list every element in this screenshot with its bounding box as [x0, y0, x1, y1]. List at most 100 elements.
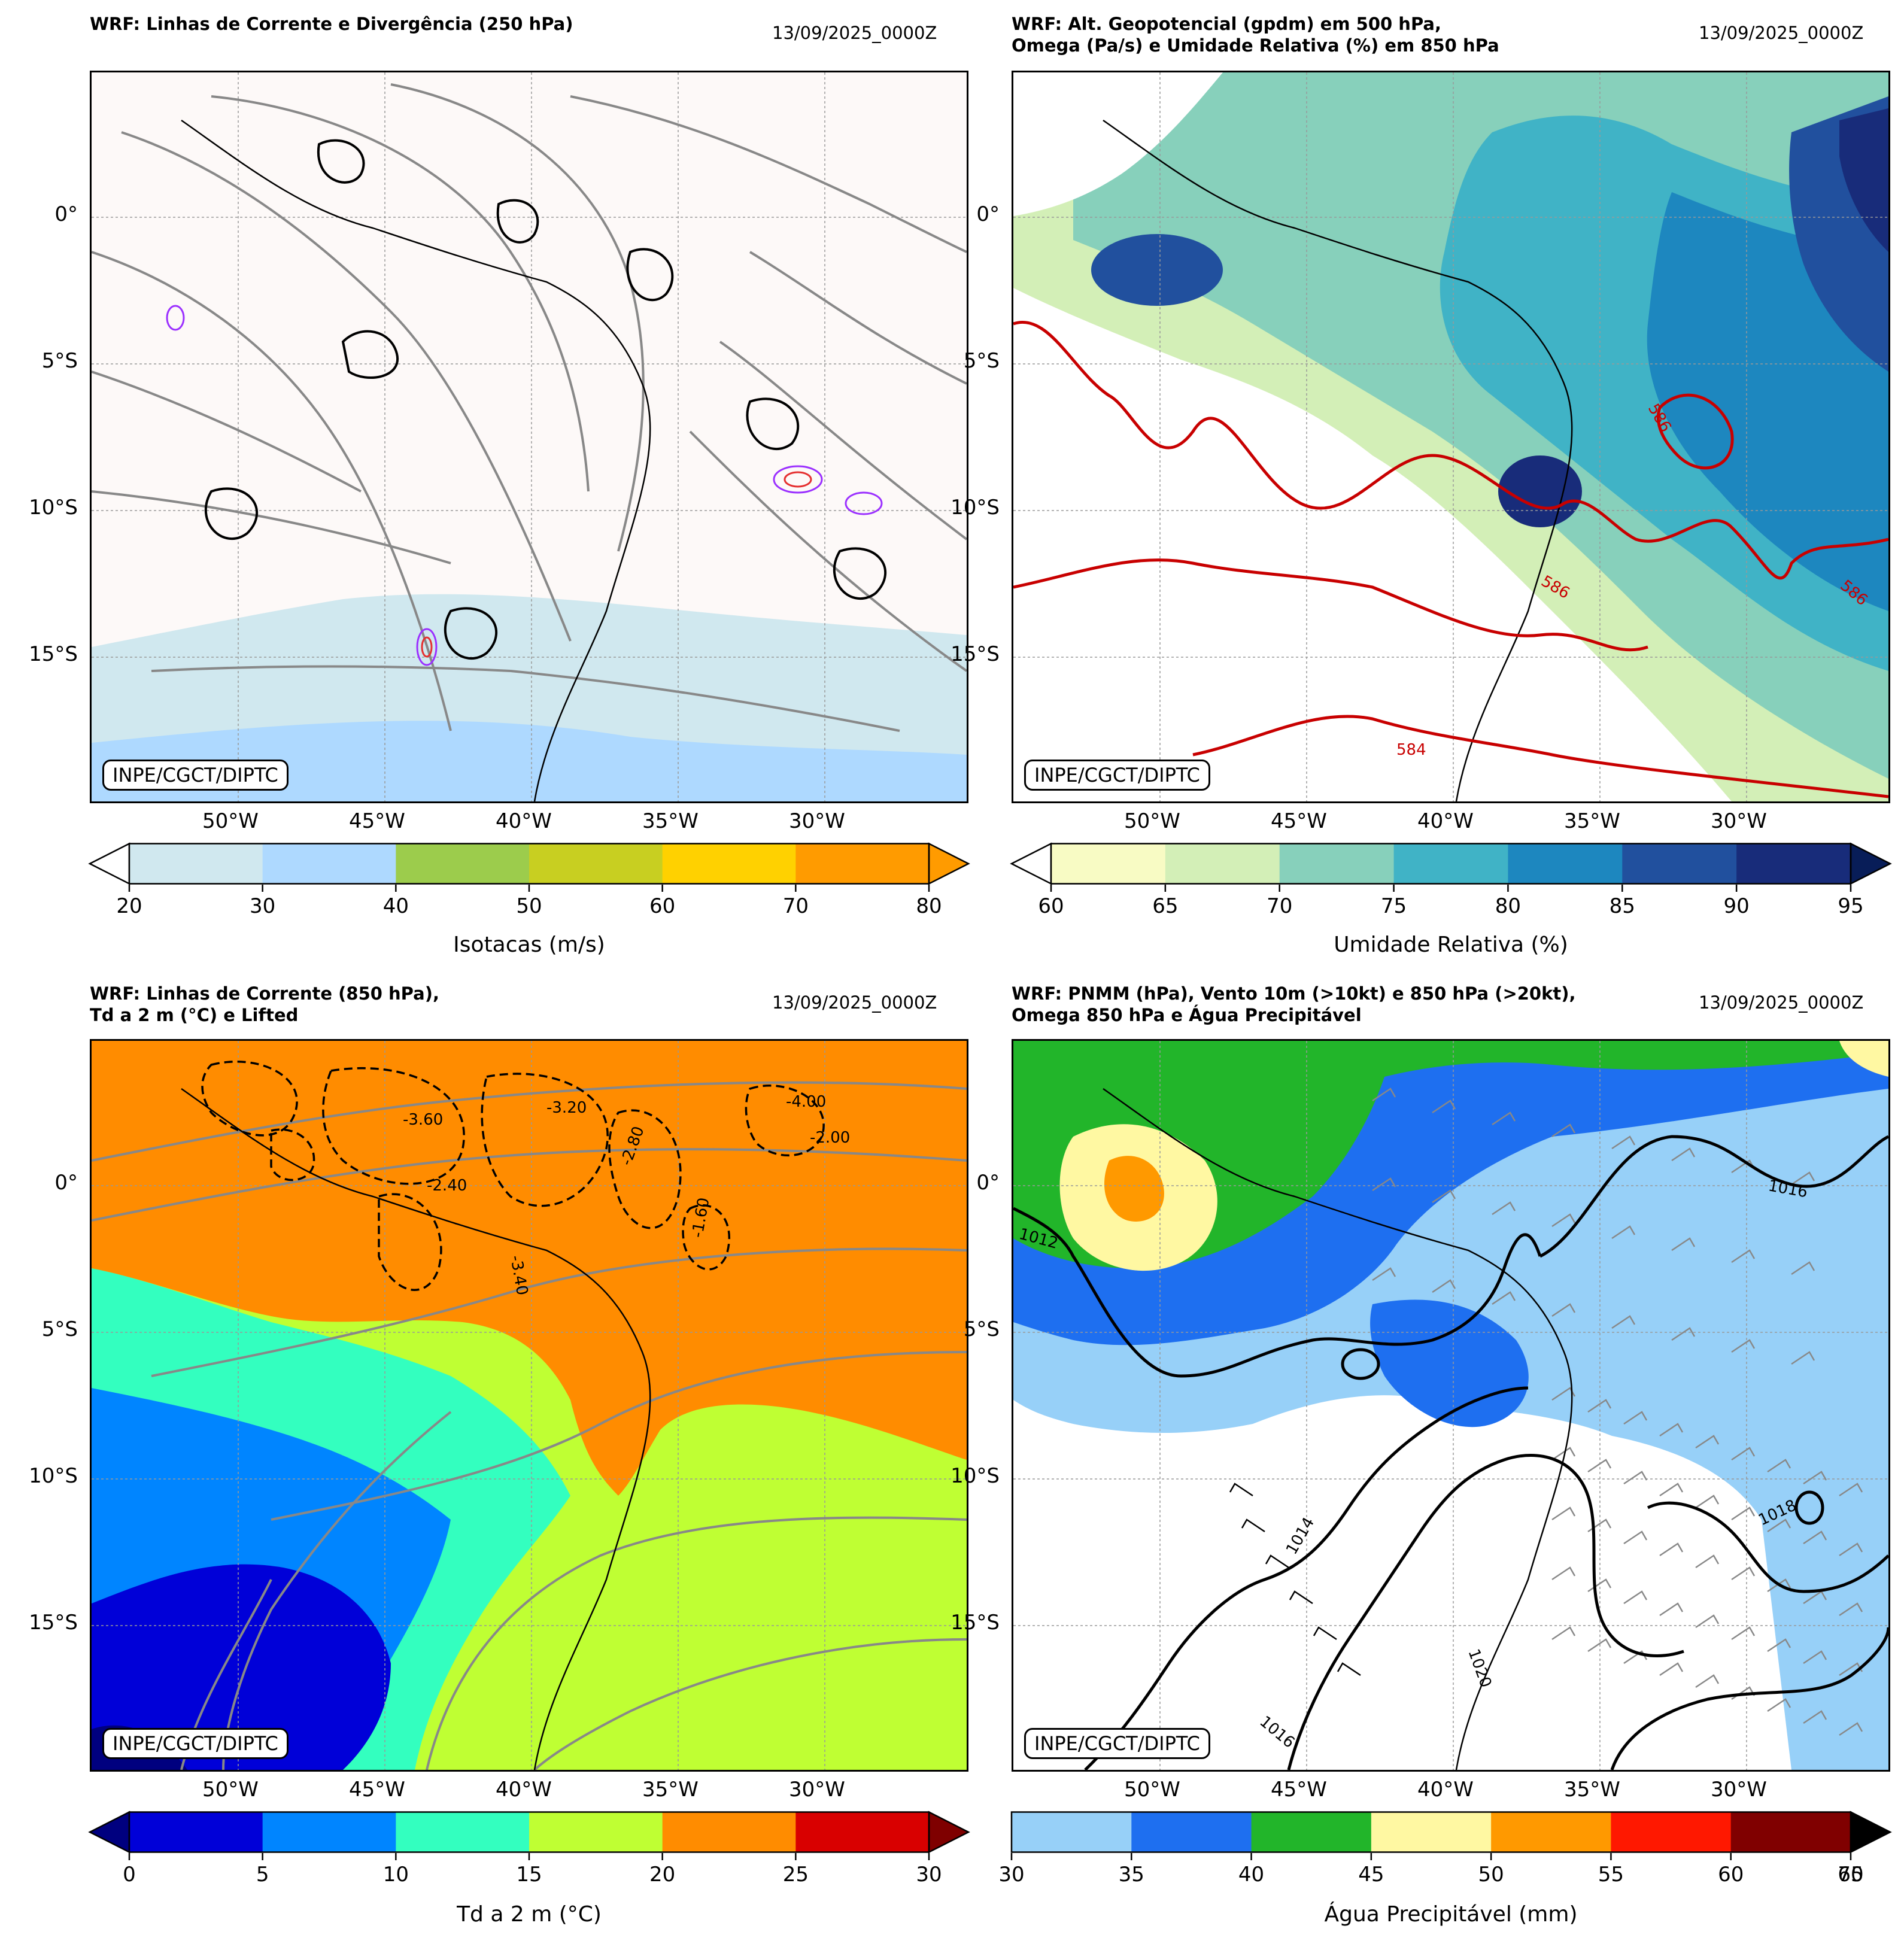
x-tick-label: 40°W — [1417, 1778, 1474, 1802]
map-canvas: 586 586 586 584 — [1013, 72, 1888, 801]
colorbar-segment — [1165, 843, 1280, 884]
colorbar-tick-label: 75 — [1380, 894, 1407, 918]
panel-title: WRF: Linhas de Corrente e Divergência (2… — [90, 14, 573, 34]
colorbar-outline — [128, 843, 930, 885]
colorbar-tick-label: 20 — [649, 1863, 676, 1887]
x-tick-label: 30°W — [789, 809, 845, 833]
colorbar-segment — [1279, 843, 1395, 884]
y-tick-label: 10°S — [29, 496, 78, 520]
colorbar-tick-label: 15 — [516, 1863, 542, 1887]
colorbar-segment — [1736, 843, 1851, 884]
colorbar-segment — [262, 1812, 396, 1852]
colorbar-segment — [1611, 1812, 1732, 1852]
colorbar: 0 5 10 15 20 25 30 — [88, 1811, 970, 1887]
contour-label: -4.00 — [786, 1093, 826, 1111]
colorbar-segment — [529, 1812, 663, 1852]
y-tick-label: 10°S — [951, 1464, 1000, 1488]
colorbar-segment — [1051, 843, 1166, 884]
colorbar-segment — [1012, 1812, 1132, 1852]
map-frame: 1016 1012 1014 1020 1018 1016 INPE/CGCT/… — [1012, 1039, 1890, 1772]
colorbar-tick-label: 45 — [1358, 1863, 1384, 1887]
y-tick-label: 0° — [976, 202, 1000, 226]
colorbar-segment — [1251, 1812, 1372, 1852]
y-tick-label: 5°S — [963, 349, 1000, 373]
colorbar-outline — [1010, 1811, 1852, 1853]
colorbar-tick-label: 90 — [1723, 894, 1750, 918]
contour-label: -2.40 — [427, 1177, 467, 1195]
colorbar-segment — [1508, 843, 1623, 884]
panel-date: 13/09/2025_0000Z — [1699, 992, 1864, 1013]
map-canvas: 1016 1012 1014 1020 1018 1016 — [1013, 1041, 1888, 1770]
colorbar-tick-label: 5 — [256, 1863, 269, 1887]
y-tick-label: 5°S — [41, 1317, 78, 1341]
colorbar-tick-label: 30 — [998, 1863, 1025, 1887]
colorbar-tick-label: 30 — [916, 1863, 942, 1887]
colorbar-segment — [129, 1812, 263, 1852]
colorbar-svg — [88, 1811, 970, 1860]
y-tick-label: 15°S — [951, 1611, 1000, 1635]
colorbar-tick-label: 80 — [1495, 894, 1522, 918]
contour-label: 584 — [1396, 741, 1426, 759]
colorbar-label: Td a 2 m (°C) — [457, 1902, 602, 1927]
colorbar-segment — [129, 843, 263, 884]
colorbar-extend-high — [928, 1811, 970, 1854]
colorbar-extend-low — [88, 1811, 130, 1854]
colorbar-tick-label: 65 — [1838, 1863, 1864, 1887]
colorbar-label: Água Precipitável (mm) — [1324, 1902, 1578, 1927]
colorbar-svg — [88, 842, 970, 892]
y-tick-label: 15°S — [29, 642, 78, 666]
x-tick-label: 35°W — [1564, 1778, 1620, 1802]
colorbar-tick-label: 60 — [1038, 894, 1064, 918]
x-tick-label: 50°W — [1124, 1778, 1180, 1802]
colorbar-label: Isotacas (m/s) — [453, 933, 605, 957]
x-tick-label: 45°W — [349, 809, 405, 833]
y-tick-label: 10°S — [29, 1464, 78, 1488]
colorbar-extend-high — [1850, 1811, 1892, 1854]
colorbar-segment — [262, 843, 396, 884]
credit-badge: INPE/CGCT/DIPTC — [102, 760, 289, 791]
x-tick-label: 45°W — [1271, 1778, 1327, 1802]
colorbar-outline — [128, 1811, 930, 1853]
colorbar-segment — [795, 1812, 930, 1852]
y-tick-label: 5°S — [963, 1317, 1000, 1341]
map-canvas — [92, 72, 967, 801]
credit-badge: INPE/CGCT/DIPTC — [1024, 1728, 1210, 1759]
y-tick-label: 0° — [976, 1171, 1000, 1195]
x-tick-label: 40°W — [496, 1778, 552, 1802]
y-tick-label: 10°S — [951, 496, 1000, 520]
panel-date: 13/09/2025_0000Z — [1699, 23, 1864, 43]
colorbar-tick-label: 55 — [1598, 1863, 1624, 1887]
colorbar-segment — [662, 1812, 796, 1852]
x-tick-label: 45°W — [1271, 809, 1327, 833]
panel-title: WRF: Alt. Geopotencial (gpdm) em 500 hPa… — [1012, 14, 1499, 56]
map-frame: 586 586 586 584 INPE/CGCT/DIPTC — [1012, 71, 1890, 803]
colorbar-tick-label: 70 — [782, 894, 809, 918]
colorbar-extend-low — [1010, 842, 1052, 885]
colorbar-segment — [795, 843, 930, 884]
colorbar-tick-label: 10 — [382, 1863, 409, 1887]
x-tick-label: 50°W — [1124, 809, 1180, 833]
y-tick-label: 0° — [54, 1171, 78, 1195]
colorbar-tick-label: 40 — [382, 894, 409, 918]
colorbar-tick-label: 25 — [782, 1863, 809, 1887]
y-tick-label: 0° — [54, 202, 78, 226]
panel-title: WRF: PNMM (hPa), Vento 10m (>10kt) e 850… — [1012, 983, 1576, 1025]
colorbar-tick-label: 95 — [1838, 894, 1864, 918]
colorbar-tick-label: 50 — [516, 894, 542, 918]
colorbar-extend-high — [928, 842, 970, 885]
colorbar-tick-label: 40 — [1238, 1863, 1265, 1887]
colorbar-segment — [1371, 1812, 1492, 1852]
credit-badge: INPE/CGCT/DIPTC — [102, 1728, 289, 1759]
colorbar-tick-label: 80 — [916, 894, 942, 918]
credit-badge: INPE/CGCT/DIPTC — [1024, 760, 1210, 791]
contour-label: -3.20 — [546, 1099, 587, 1117]
colorbar-extend-high — [1850, 842, 1892, 885]
x-tick-label: 35°W — [642, 1778, 699, 1802]
colorbar-tick-label: 85 — [1609, 894, 1635, 918]
colorbar-tick-label: 70 — [1267, 894, 1293, 918]
colorbar-segment — [1131, 1812, 1252, 1852]
colorbar-segment — [396, 843, 530, 884]
x-tick-label: 35°W — [1564, 809, 1620, 833]
panel-date: 13/09/2025_0000Z — [772, 23, 937, 43]
colorbar-outline — [1050, 843, 1852, 885]
